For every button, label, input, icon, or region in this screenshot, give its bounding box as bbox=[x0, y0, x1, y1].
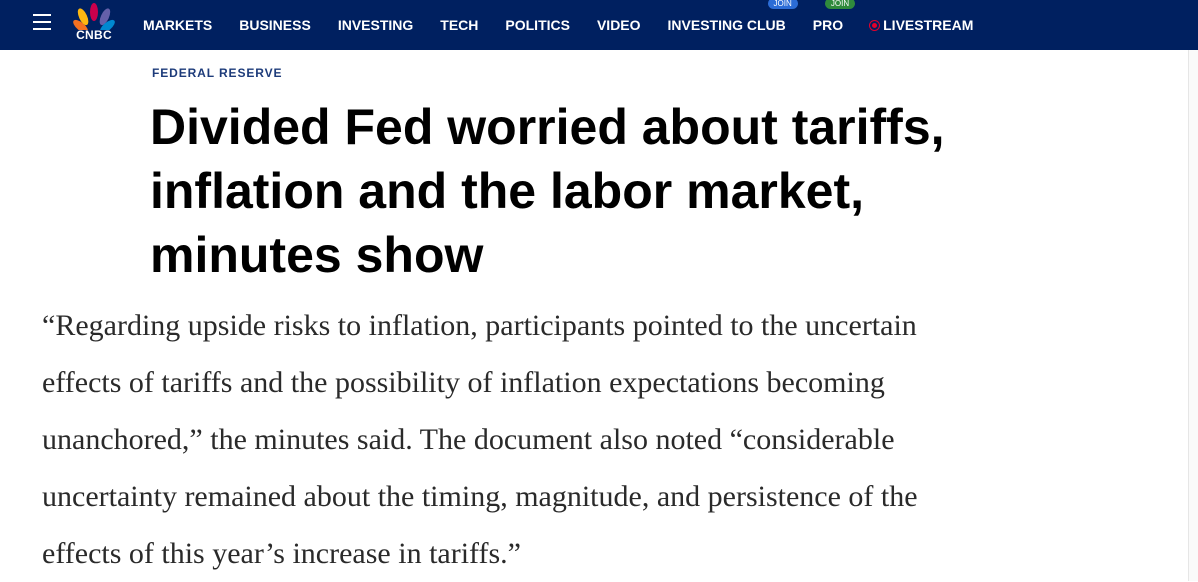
logo[interactable]: CNBC bbox=[68, 2, 120, 46]
join-badge[interactable]: JOIN bbox=[824, 0, 856, 9]
logo-text: CNBC bbox=[76, 28, 112, 42]
headline: Divided Fed worried about tariffs, inflat… bbox=[150, 95, 945, 287]
menu-button[interactable] bbox=[33, 14, 51, 30]
nav-label: TECH bbox=[440, 17, 479, 33]
nav-label: PRO bbox=[812, 17, 844, 33]
nav-label: INVESTING bbox=[337, 17, 414, 33]
nav-item[interactable]: PRO JOIN bbox=[812, 0, 856, 33]
nav-item[interactable]: INVESTING CLUB JOIN bbox=[667, 0, 798, 33]
section-label[interactable]: FEDERAL RESERVE bbox=[152, 66, 283, 80]
nav-label: VIDEO bbox=[596, 17, 641, 33]
nav-label: BUSINESS bbox=[239, 17, 311, 33]
nav-item[interactable]: VIDEO bbox=[597, 17, 641, 33]
nav-item[interactable]: INVESTING bbox=[338, 17, 413, 33]
live-dot bbox=[870, 21, 880, 30]
nav-item[interactable]: MARKETS bbox=[143, 17, 212, 33]
peacock-icon bbox=[73, 3, 115, 40]
quote-line: effects of this year’s increase in tarif… bbox=[42, 537, 521, 570]
nav-item[interactable]: BUSINESS bbox=[239, 17, 311, 33]
headline-line: minutes show bbox=[150, 227, 484, 283]
nav-label: INVESTING CLUB bbox=[667, 17, 786, 33]
nav-label: MARKETS bbox=[143, 17, 213, 33]
nav-item[interactable]: POLITICS bbox=[505, 17, 570, 33]
nav-bar: CNBC MARKETS BUSINESS INVESTING TECH POLITIC… bbox=[0, 0, 1198, 50]
nav-label: POLITICS bbox=[505, 17, 570, 33]
nav-label: LIVESTREAM bbox=[883, 17, 974, 33]
quote-line: unanchored,” the minutes said. The docum… bbox=[42, 423, 895, 456]
scrollbar bbox=[1188, 50, 1198, 581]
join-badge[interactable]: JOIN bbox=[767, 0, 798, 9]
quote-line: “Regarding upside risks to inflation, pa… bbox=[42, 309, 917, 342]
quote-line: uncertainty remained about the timing, m… bbox=[42, 480, 918, 513]
headline-line: Divided Fed worried about tariffs, bbox=[150, 99, 945, 155]
quote-line: effects of tariffs and the possibility o… bbox=[42, 366, 885, 399]
nav-item[interactable]: TECH bbox=[440, 17, 478, 33]
nav-item[interactable]: LIVESTREAM bbox=[870, 17, 973, 33]
headline-line: inflation and the labor market, bbox=[150, 163, 864, 219]
quote: “Regarding upside risks to inflation, pa… bbox=[42, 297, 918, 582]
menu: MARKETS BUSINESS INVESTING TECH POLITICS VIDE… bbox=[143, 0, 973, 50]
